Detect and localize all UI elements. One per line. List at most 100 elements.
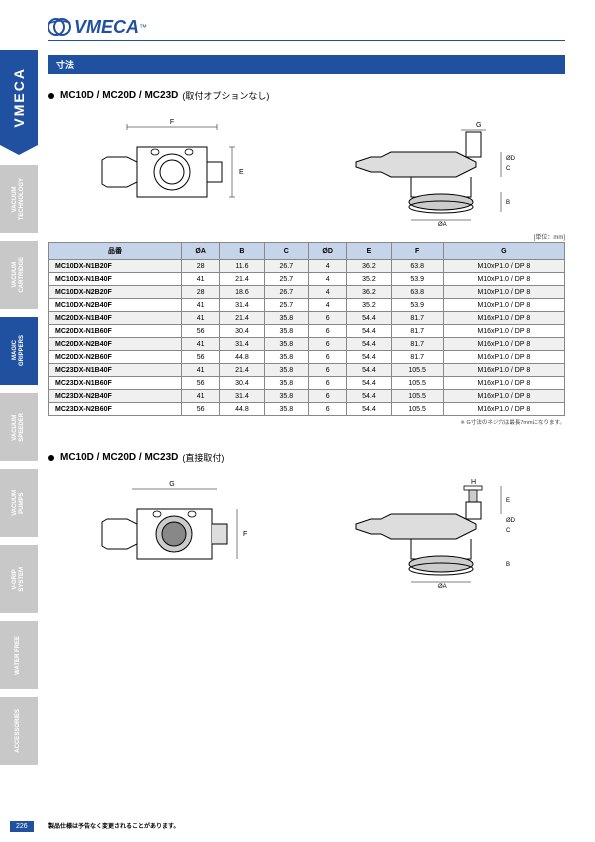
table-cell: 63.8 bbox=[391, 260, 443, 273]
table-row: MC23DX-N1B40F4121.435.8654.4105.5M16xP1.… bbox=[49, 364, 565, 377]
svg-text:E: E bbox=[506, 498, 510, 504]
table-cell: M16xP1.0 / DP 8 bbox=[443, 403, 564, 416]
svg-text:B: B bbox=[506, 562, 510, 568]
table-header-cell: C bbox=[264, 243, 308, 260]
table-cell: 35.8 bbox=[264, 312, 308, 325]
table-cell: 35.8 bbox=[264, 338, 308, 351]
svg-text:ØA: ØA bbox=[438, 584, 447, 589]
subsection1-title: MC10D / MC20D / MC23D (取付オプションなし) bbox=[48, 89, 565, 102]
bullet-icon bbox=[48, 455, 54, 461]
table-row: MC20DX-N1B60F5630.435.8654.481.7M16xP1.0… bbox=[49, 325, 565, 338]
table-cell: MC23DX-N2B60F bbox=[49, 403, 182, 416]
sidebar-category-label: VACUUM SPEEDER bbox=[12, 413, 26, 442]
sidebar-category-label: V-GRIP SYSTEM bbox=[12, 567, 26, 592]
sidebar-category: MAGIC GRIPPERS bbox=[0, 317, 38, 385]
table-row: MC10DX-N1B40F4121.425.7435.253.9M10xP1.0… bbox=[49, 273, 565, 286]
logo-underline bbox=[48, 40, 565, 41]
table-header-cell: ØA bbox=[182, 243, 220, 260]
unit-note: [単位：mm] bbox=[48, 232, 565, 241]
table-cell: MC10DX-N1B40F bbox=[49, 273, 182, 286]
page-number: 226 bbox=[10, 821, 34, 832]
table-cell: 41 bbox=[182, 390, 220, 403]
sidebar-category-label: VACUUM CARTRIDGE bbox=[12, 257, 26, 293]
svg-text:G: G bbox=[476, 122, 481, 129]
table-cell: 56 bbox=[182, 351, 220, 364]
table-cell: 25.7 bbox=[264, 299, 308, 312]
logo-area: VMECA ™ bbox=[48, 15, 147, 39]
table-cell: 35.8 bbox=[264, 377, 308, 390]
svg-text:E: E bbox=[239, 169, 244, 176]
disclaimer: 製品仕様は予告なく変更されることがあります。 bbox=[48, 821, 179, 830]
table-header-cell: E bbox=[347, 243, 391, 260]
sidebar-category-label: MAGIC GRIPPERS bbox=[12, 335, 26, 366]
table-cell: 21.4 bbox=[220, 312, 264, 325]
table-cell: 105.5 bbox=[391, 403, 443, 416]
table-cell: 30.4 bbox=[220, 325, 264, 338]
table-cell: 35.8 bbox=[264, 390, 308, 403]
table-cell: M10xP1.0 / DP 8 bbox=[443, 299, 564, 312]
svg-text:F: F bbox=[170, 119, 174, 126]
table-cell: 41 bbox=[182, 273, 220, 286]
table-cell: 6 bbox=[309, 377, 347, 390]
table-row: MC23DX-N2B60F5644.835.8654.4105.5M16xP1.… bbox=[49, 403, 565, 416]
table-cell: 6 bbox=[309, 325, 347, 338]
table-cell: MC23DX-N2B40F bbox=[49, 390, 182, 403]
table-cell: 54.4 bbox=[347, 377, 391, 390]
table-cell: 54.4 bbox=[347, 390, 391, 403]
table-cell: 6 bbox=[309, 351, 347, 364]
svg-text:H: H bbox=[471, 479, 476, 486]
sidebar-category: VACUUM CARTRIDGE bbox=[0, 241, 38, 309]
table-cell: M16xP1.0 / DP 8 bbox=[443, 364, 564, 377]
table-cell: 54.4 bbox=[347, 351, 391, 364]
sidebar-category-label: VACUUM PUMPS bbox=[12, 490, 26, 516]
table-header-cell: F bbox=[391, 243, 443, 260]
table-row: MC20DX-N2B60F5644.835.8654.481.7M16xP1.0… bbox=[49, 351, 565, 364]
table-cell: 81.7 bbox=[391, 351, 443, 364]
table-cell: 105.5 bbox=[391, 364, 443, 377]
table-header-cell: G bbox=[443, 243, 564, 260]
table-cell: 53.9 bbox=[391, 299, 443, 312]
bullet-icon bbox=[48, 93, 54, 99]
subsection2-title-text: MC10D / MC20D / MC23D bbox=[60, 452, 178, 463]
table-cell: MC20DX-N1B60F bbox=[49, 325, 182, 338]
table-cell: 28 bbox=[182, 260, 220, 273]
table-cell: 6 bbox=[309, 390, 347, 403]
table-cell: 81.7 bbox=[391, 312, 443, 325]
svg-text:ØD: ØD bbox=[506, 156, 516, 162]
table-cell: 35.2 bbox=[347, 273, 391, 286]
subsection1-note: (取付オプションなし) bbox=[182, 89, 269, 102]
table-cell: 105.5 bbox=[391, 390, 443, 403]
table-cell: M10xP1.0 / DP 8 bbox=[443, 286, 564, 299]
table-cell: 11.6 bbox=[220, 260, 264, 273]
table-cell: 63.8 bbox=[391, 286, 443, 299]
table-cell: 56 bbox=[182, 325, 220, 338]
table-cell: 56 bbox=[182, 377, 220, 390]
table-cell: 105.5 bbox=[391, 377, 443, 390]
table-footnote: ※ G寸法のネジ穴は最長7mmになります。 bbox=[48, 418, 565, 426]
table-cell: 35.8 bbox=[264, 364, 308, 377]
table-cell: 36.2 bbox=[347, 260, 391, 273]
table-header-cell: B bbox=[220, 243, 264, 260]
table-cell: 54.4 bbox=[347, 325, 391, 338]
table-row: MC10DX-N2B20F2818.626.7436.263.8M10xP1.0… bbox=[49, 286, 565, 299]
table-cell: 35.8 bbox=[264, 325, 308, 338]
table-cell: 35.8 bbox=[264, 351, 308, 364]
svg-text:F: F bbox=[243, 531, 247, 538]
svg-text:C: C bbox=[506, 528, 511, 534]
table-row: MC23DX-N2B40F4131.435.8654.4105.5M16xP1.… bbox=[49, 390, 565, 403]
table-row: MC23DX-N1B60F5630.435.8654.4105.5M16xP1.… bbox=[49, 377, 565, 390]
table-cell: 41 bbox=[182, 364, 220, 377]
table-cell: 41 bbox=[182, 312, 220, 325]
table-cell: 41 bbox=[182, 338, 220, 351]
svg-text:G: G bbox=[170, 481, 175, 488]
table-cell: 56 bbox=[182, 403, 220, 416]
table-cell: M10xP1.0 / DP 8 bbox=[443, 273, 564, 286]
table-cell: 26.7 bbox=[264, 260, 308, 273]
sidebar-category: ACCESSORIES bbox=[0, 697, 38, 765]
table-header-cell: 品番 bbox=[49, 243, 182, 260]
table-cell: M16xP1.0 / DP 8 bbox=[443, 312, 564, 325]
table-cell: MC23DX-N1B60F bbox=[49, 377, 182, 390]
subsection2-title: MC10D / MC20D / MC23D (直接取付) bbox=[48, 451, 565, 464]
table-cell: 4 bbox=[309, 260, 347, 273]
diagram-2-left: G F bbox=[77, 474, 277, 589]
